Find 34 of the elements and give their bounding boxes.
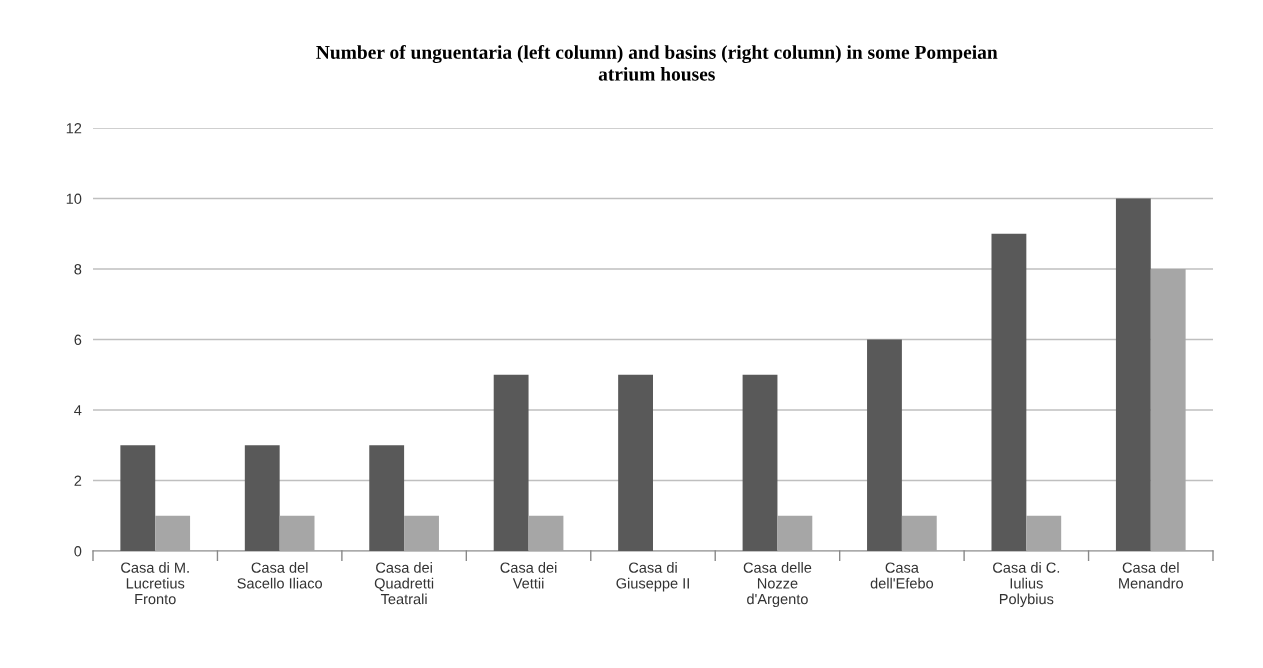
bar — [742, 374, 778, 551]
bar — [618, 374, 653, 551]
y-tick-label: 6 — [74, 334, 82, 345]
bar — [279, 515, 315, 551]
bar — [777, 515, 813, 551]
bar — [120, 445, 156, 551]
y-tick-label: 4 — [74, 405, 82, 416]
x-tick-label: Casa di M. Lucretius Fronto — [121, 562, 189, 605]
y-tick-label: 0 — [74, 546, 82, 557]
x-tick-label: Casa del Sacello Iliaco — [237, 562, 323, 589]
bar — [991, 233, 1027, 551]
y-tick-label: 2 — [74, 475, 82, 486]
bar — [369, 445, 405, 551]
x-tick-label: Casa delle Nozze d'Argento — [743, 562, 812, 608]
bar — [155, 515, 191, 551]
x-tick-label: Casa dei Quadretti Teatrali — [374, 562, 434, 605]
x-tick-label: Casa dell'Efebo — [870, 562, 934, 589]
bar — [493, 374, 529, 551]
x-tick-label: Casa dei Vettii — [500, 562, 557, 589]
bar — [528, 515, 564, 551]
bar — [1150, 269, 1186, 551]
x-tick-label: Casa di Giuseppe II — [616, 562, 689, 592]
bar — [404, 515, 439, 551]
bar — [1115, 198, 1151, 551]
x-tick-label: Casa di C. Iulius Polybius — [993, 562, 1060, 608]
y-tick-label: 12 — [66, 123, 82, 134]
bar — [867, 339, 902, 551]
bar — [244, 445, 280, 551]
y-tick-label: 8 — [74, 264, 82, 275]
x-tick-label: Casa del Menandro — [1119, 562, 1183, 589]
chart-title: Number of unguentaria (left column) and basins (right column) in some Pompeian atrium houses — [316, 45, 998, 81]
y-tick-label: 10 — [66, 193, 82, 204]
bar — [901, 515, 937, 551]
bar — [1026, 515, 1062, 551]
